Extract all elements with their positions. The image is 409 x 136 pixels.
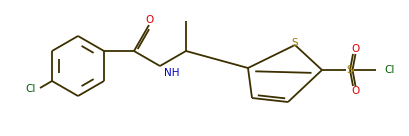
Text: O: O xyxy=(352,44,360,54)
Text: O: O xyxy=(352,86,360,96)
Text: S: S xyxy=(292,38,298,48)
Text: O: O xyxy=(146,15,154,25)
Text: Cl: Cl xyxy=(26,84,36,94)
Text: Cl: Cl xyxy=(384,65,394,75)
Text: NH: NH xyxy=(164,68,180,78)
Text: S: S xyxy=(347,65,353,75)
